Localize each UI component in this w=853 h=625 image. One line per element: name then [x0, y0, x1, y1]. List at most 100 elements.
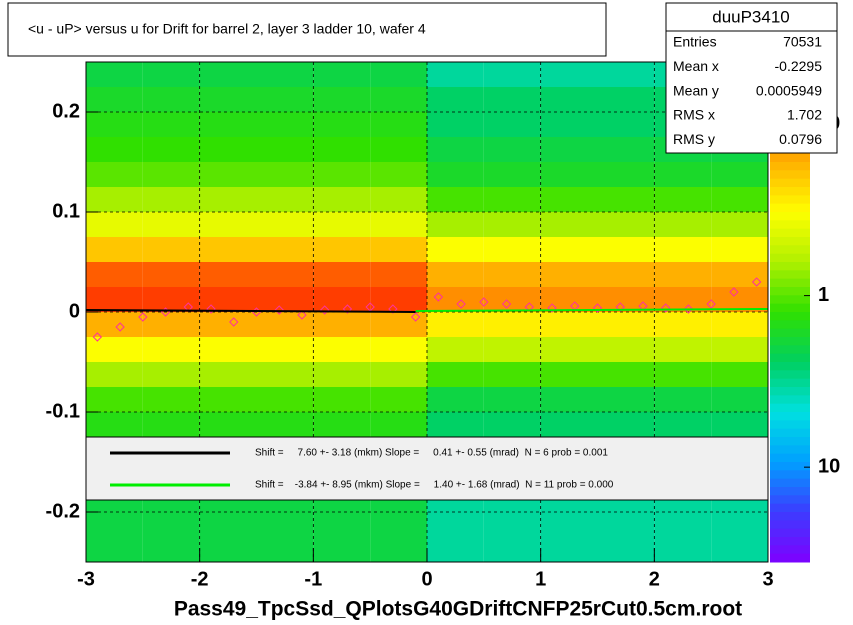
stats-label: Entries	[673, 34, 717, 50]
profile-point	[706, 299, 716, 309]
heat-cell	[427, 137, 484, 162]
heat-cell	[427, 287, 484, 312]
heat-cell	[483, 362, 541, 387]
heat-cell	[370, 87, 427, 112]
heat-cell	[142, 87, 200, 112]
heat-cell	[597, 537, 655, 562]
y-tick-label: 0.2	[52, 100, 80, 122]
heat-cell	[142, 187, 200, 212]
heat-cell	[370, 187, 427, 212]
legend-label: Shift = 7.60 +- 3.18 (mkm) Slope = 0.41 …	[255, 448, 608, 459]
heat-cell	[313, 187, 371, 212]
heat-cell	[256, 537, 314, 562]
heat-cell	[142, 387, 200, 412]
heat-cell	[427, 212, 484, 237]
profile-point	[319, 305, 330, 315]
y-tick-label: 0.1	[52, 200, 80, 222]
heat-cell	[483, 87, 541, 112]
heat-cell	[540, 112, 598, 137]
colorbar-step	[770, 553, 810, 563]
colorbar-step	[770, 245, 810, 255]
heat-cell	[313, 112, 371, 137]
colorbar-step	[770, 462, 810, 471]
profile-point	[479, 297, 489, 307]
colorbar-step	[770, 153, 810, 163]
profile-point	[297, 310, 307, 320]
heat-cell	[540, 537, 598, 562]
heat-cell	[654, 187, 712, 212]
heat-cell	[540, 412, 598, 437]
heat-cell	[256, 337, 314, 362]
heat-cell	[86, 112, 143, 137]
heat-cell	[427, 537, 484, 562]
z-tick-label: 1	[818, 284, 829, 306]
heat-cell	[483, 112, 541, 137]
legend-label: Shift = -3.84 +- 8.95 (mkm) Slope = 1.40…	[255, 480, 614, 491]
colorbar-step	[770, 378, 810, 388]
heat-cell	[256, 212, 314, 237]
heat-cell	[540, 262, 598, 287]
profile-point	[683, 304, 694, 314]
heat-cell	[540, 62, 598, 87]
y-tick-label: -0.2	[46, 500, 80, 522]
heat-cell	[370, 337, 427, 362]
heat-cell	[199, 62, 257, 87]
heat-cell	[597, 387, 655, 412]
colorbar-step	[770, 345, 810, 355]
heat-cell	[540, 237, 598, 262]
heat-cell	[256, 412, 314, 437]
heat-cell	[370, 262, 427, 287]
heat-cell	[540, 287, 598, 312]
x-tick-label: 3	[762, 568, 773, 590]
heat-cell	[711, 362, 768, 387]
profile-point	[501, 299, 512, 309]
heat-cell	[540, 212, 598, 237]
profile-point	[410, 312, 421, 322]
heat-cell	[86, 237, 143, 262]
profile-point	[342, 304, 353, 314]
heat-cell	[142, 362, 200, 387]
heat-cell	[597, 237, 655, 262]
heat-cell	[199, 287, 257, 312]
colorbar-step	[770, 370, 810, 380]
stats-label: Mean x	[673, 58, 719, 74]
heat-cell	[142, 62, 200, 87]
stats-value: 1.702	[787, 107, 822, 123]
heat-cell	[86, 62, 143, 87]
heat-cell	[483, 337, 541, 362]
heat-cell	[313, 512, 371, 537]
heat-cell	[540, 312, 598, 337]
colorbar-step	[770, 203, 810, 213]
heat-cell	[199, 312, 257, 337]
profile-point	[388, 304, 398, 314]
heat-cell	[142, 337, 200, 362]
heat-cell	[540, 137, 598, 162]
x-tick-label: -2	[191, 568, 209, 590]
profile-point	[456, 299, 466, 309]
heat-cell	[199, 537, 257, 562]
heat-cell	[370, 162, 427, 187]
heat-cell	[370, 62, 427, 87]
profile-point	[615, 302, 625, 312]
colorbar-step	[770, 495, 810, 505]
heat-cell	[256, 237, 314, 262]
heat-cell	[654, 162, 712, 187]
heat-cell	[427, 312, 484, 337]
stats-label: RMS y	[673, 131, 715, 147]
profile-point	[751, 277, 762, 287]
colorbar-step	[770, 270, 810, 280]
colorbar-step	[770, 528, 810, 538]
stats-value: 0.0796	[779, 131, 822, 147]
heat-cell	[142, 237, 200, 262]
stats-title: duuP3410	[712, 7, 790, 26]
profile-point	[433, 292, 444, 302]
heat-cell	[313, 412, 371, 437]
heat-cell	[483, 162, 541, 187]
heat-cell	[427, 62, 484, 87]
colorbar-step	[770, 503, 810, 513]
heat-cell	[370, 212, 427, 237]
heat-cell	[313, 362, 371, 387]
heat-cell	[313, 212, 371, 237]
x-axis-label: Pass49_TpcSsd_QPlotsG40GDriftCNFP25rCut0…	[174, 598, 742, 621]
heat-cell	[199, 512, 257, 537]
